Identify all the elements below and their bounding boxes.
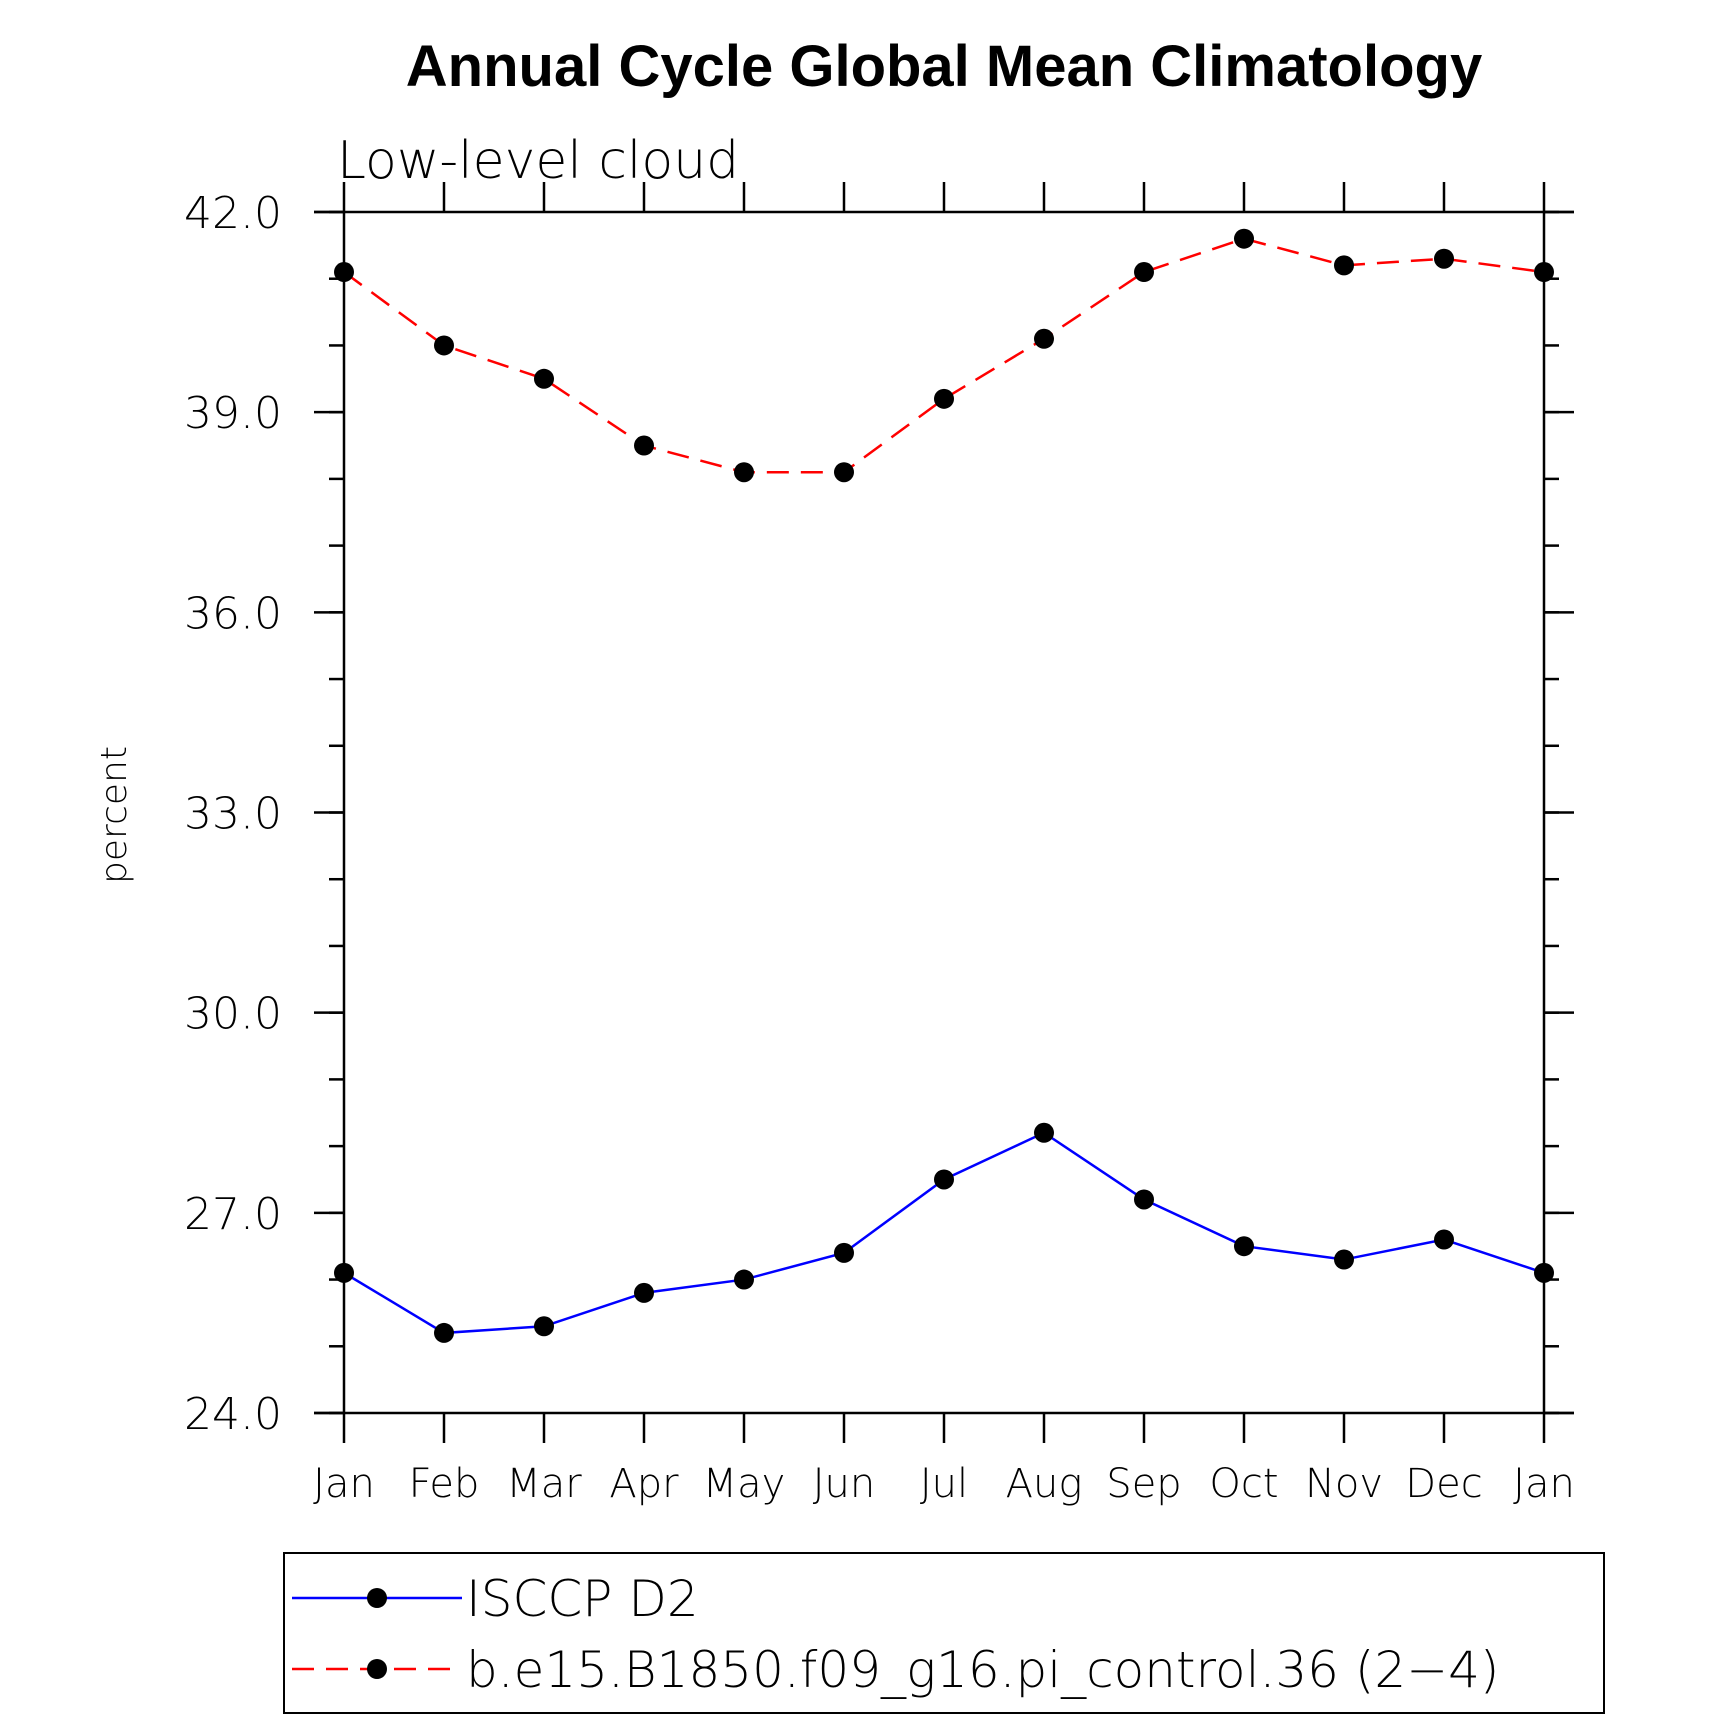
data-point: [434, 335, 454, 356]
series-2: [334, 228, 1554, 483]
data-point: [1334, 1249, 1354, 1270]
x-tick-labels: Jan Feb Mar Apr May Jun Jul Aug Sep Oct Nov Dec Jan: [313, 1461, 1575, 1507]
x-tick-label: Dec: [1405, 1461, 1482, 1507]
legend-items: ISCCP D2 b.e15.B1850.f09_g16.pi_control.3…: [292, 1570, 1499, 1699]
data-point: [1034, 328, 1054, 349]
data-point: [1234, 228, 1254, 249]
x-tick-label: Sep: [1106, 1461, 1181, 1507]
y-tick-label: 30.0: [184, 989, 282, 1040]
x-tick-label: Mar: [506, 1461, 582, 1507]
data-point: [1334, 255, 1354, 276]
series-layer: [334, 228, 1554, 1343]
data-point: [1234, 1236, 1254, 1257]
legend-label: ISCCP D2: [466, 1570, 699, 1628]
data-point: [1534, 1262, 1554, 1283]
y-tick-label: 42.0: [184, 188, 282, 239]
data-point: [1434, 1229, 1454, 1250]
legend-item: b.e15.B1850.f09_g16.pi_control.36 (2−4): [292, 1641, 1499, 1699]
x-tick-label: Jan: [1513, 1461, 1575, 1507]
data-point: [634, 435, 654, 456]
data-point: [734, 462, 754, 483]
data-point: [834, 1242, 854, 1263]
chart-subtitle: Low-level cloud: [337, 131, 739, 191]
data-point: [1434, 248, 1454, 269]
y-tick-label: 39.0: [184, 388, 282, 439]
y-tick-label: 33.0: [184, 789, 282, 840]
data-point: [1134, 262, 1154, 283]
x-tick-label: Jun: [813, 1461, 876, 1507]
data-point: [1534, 262, 1554, 283]
x-tick-label: May: [703, 1461, 786, 1507]
axis-ticks: [314, 182, 1574, 1443]
data-point: [834, 462, 854, 483]
chart-title: Annual Cycle Global Mean Climatology: [406, 34, 1482, 99]
data-point: [634, 1282, 654, 1303]
x-tick-label: Aug: [1006, 1461, 1083, 1507]
legend-box: [283, 1552, 1605, 1714]
legend-label: b.e15.B1850.f09_g16.pi_control.36 (2−4): [466, 1641, 1499, 1699]
data-point: [934, 388, 954, 409]
data-point: [1134, 1189, 1154, 1210]
data-point: [334, 262, 354, 283]
series-line: [343, 1131, 1545, 1335]
data-point: [534, 1316, 554, 1337]
legend: ISCCP D2 b.e15.B1850.f09_g16.pi_control.3…: [283, 1552, 1605, 1714]
data-point: [934, 1169, 954, 1190]
legend-item: ISCCP D2: [292, 1570, 699, 1628]
y-tick-label: 36.0: [184, 588, 282, 639]
x-tick-label: Nov: [1305, 1461, 1383, 1507]
y-tick-label: 27.0: [184, 1189, 282, 1240]
x-tick-label: Jul: [920, 1461, 968, 1507]
y-tick-label: 24.0: [184, 1389, 282, 1440]
data-point: [334, 1262, 354, 1283]
data-point: [1034, 1122, 1054, 1143]
x-tick-label: Oct: [1209, 1461, 1278, 1507]
series-line: [343, 237, 1545, 474]
data-point: [734, 1269, 754, 1290]
series-1: [334, 1122, 1554, 1343]
x-tick-label: Apr: [609, 1461, 679, 1507]
x-tick-label: Jan: [313, 1461, 375, 1507]
y-axis-label: percent: [94, 746, 135, 884]
x-tick-label: Feb: [409, 1461, 480, 1507]
legend-marker: [367, 1588, 387, 1608]
data-point: [434, 1322, 454, 1343]
data-point: [534, 368, 554, 389]
legend-marker: [367, 1659, 387, 1679]
y-tick-labels: 24.0 27.0 30.0 33.0 36.0 39.0 42.0: [184, 188, 282, 1440]
